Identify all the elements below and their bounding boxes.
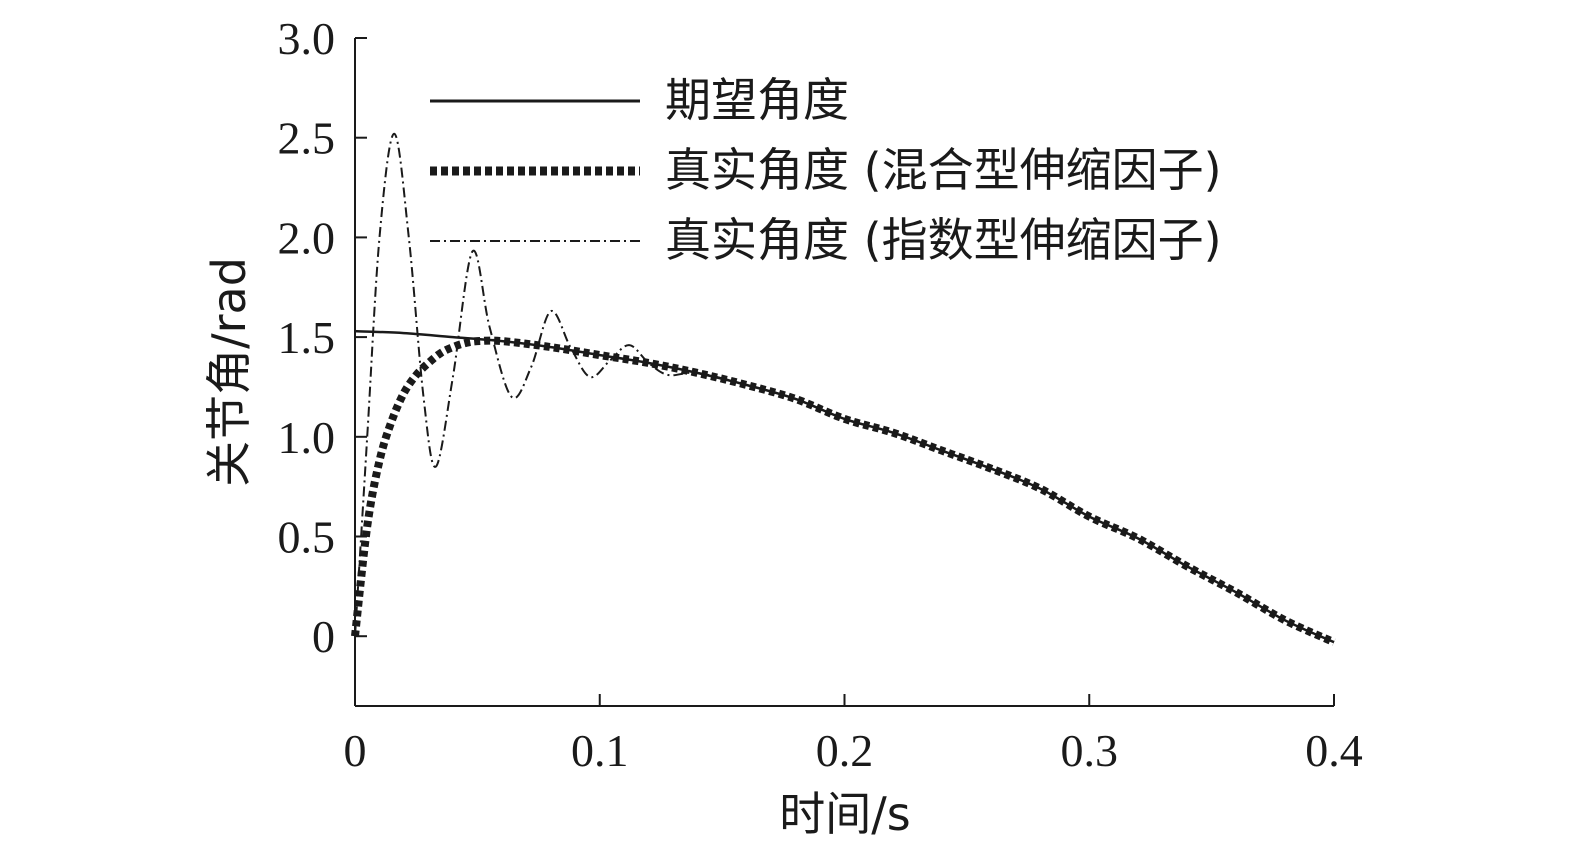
series-exponential-line — [354, 132, 1335, 644]
y-tick-label: 3.0 — [278, 13, 336, 64]
y-tick-label: 0 — [312, 611, 335, 662]
x-tick-label: 0.4 — [1305, 725, 1363, 776]
series-hybrid-line — [351, 336, 1336, 646]
y-tick-label: 1.5 — [278, 312, 336, 363]
legend-item-desired: 期望角度 — [430, 73, 849, 127]
y-tick-label: 0.5 — [278, 512, 336, 563]
x-axis-title: 时间/s — [779, 787, 910, 841]
legend: 期望角度 真实角度 (混合型伸缩因子) 真实角度 (指数型伸缩因子) — [430, 73, 1222, 267]
legend-label-desired: 期望角度 — [665, 73, 849, 127]
plot-area: 0 0.5 1.0 1.5 2.0 2.5 3.0 0 0.1 0.2 0.3 0.4 — [278, 13, 1363, 776]
series-layer — [351, 132, 1336, 646]
y-tick-label: 2.0 — [278, 212, 336, 263]
legend-item-exponential: 真实角度 (指数型伸缩因子) — [430, 213, 1222, 267]
x-tick-label: 0.1 — [571, 725, 629, 776]
y-tick-label: 2.5 — [278, 113, 336, 164]
x-ticks: 0 0.1 0.2 0.3 0.4 — [344, 694, 1363, 776]
series-desired-line — [354, 329, 1335, 644]
x-tick-label: 0.3 — [1061, 725, 1119, 776]
legend-item-hybrid: 真实角度 (混合型伸缩因子) — [430, 143, 1222, 197]
x-tick-label: 0 — [344, 725, 367, 776]
y-ticks: 0 0.5 1.0 1.5 2.0 2.5 3.0 — [278, 13, 367, 662]
legend-label-hybrid: 真实角度 (混合型伸缩因子) — [665, 143, 1222, 197]
y-tick-label: 1.0 — [278, 412, 336, 463]
x-tick-label: 0.2 — [816, 725, 874, 776]
legend-label-exponential: 真实角度 (指数型伸缩因子) — [665, 213, 1222, 267]
y-axis-title: 关节角/rad — [202, 257, 256, 487]
